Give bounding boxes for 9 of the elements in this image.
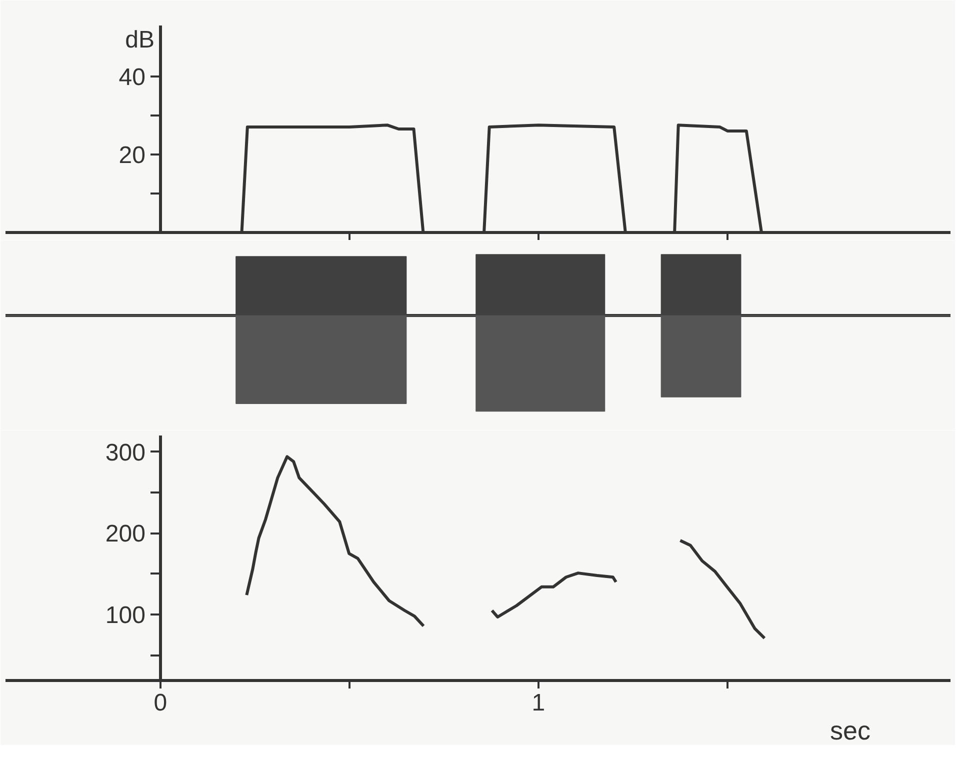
y-tick-label: 40 [118,64,146,91]
x-axis-title: sec [830,716,871,746]
y-tick-label: 100 [105,602,146,630]
x-tick-label: 0 [154,690,168,716]
y-tick-label: 200 [105,520,146,548]
y-tick-label: 20 [118,142,146,169]
x-tick-label: 1 [532,690,546,716]
y-axis-title: dB [125,26,154,54]
y-tick-label: 300 [105,439,146,466]
